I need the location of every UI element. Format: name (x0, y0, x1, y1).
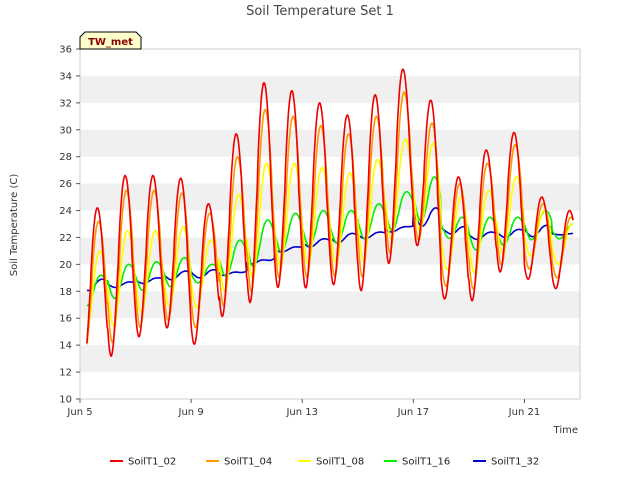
y-tick-label: 12 (59, 368, 72, 379)
y-tick-label: 26 (59, 179, 72, 190)
y-tick-label: 30 (59, 125, 72, 136)
plot-area (79, 48, 581, 400)
station-badge: TW_met (79, 31, 142, 50)
x-tick-label: Jun 9 (178, 407, 204, 418)
x-axis-ticks: Jun 5 Jun 9 Jun 13 Jun 17 Jun 21 (66, 399, 540, 418)
series-layer (86, 68, 574, 357)
station-badge-shape (79, 31, 142, 50)
grid-band (80, 183, 580, 211)
y-tick-label: 28 (59, 152, 72, 163)
y-tick-label: 14 (59, 341, 72, 352)
chart-title: Soil Temperature Set 1 (246, 4, 394, 19)
y-tick-label: 24 (59, 206, 72, 217)
y-tick-label: 22 (59, 233, 72, 244)
y-tick-label: 20 (59, 260, 72, 271)
legend-label: SoilT1_08 (316, 457, 364, 468)
station-badge-label: TW_met (88, 37, 133, 48)
legend-label: SoilT1_04 (224, 457, 272, 468)
x-tick-label: Jun 17 (397, 407, 430, 418)
legend-label: SoilT1_02 (128, 457, 176, 468)
x-tick-label: Jun 21 (508, 407, 541, 418)
y-tick-label: 34 (59, 71, 72, 82)
legend: SoilT1_02 SoilT1_04 SoilT1_08 SoilT1_16 Soil… (110, 457, 539, 468)
grid-band (80, 129, 580, 157)
grid-band (80, 291, 580, 319)
series-line-soilt1-02 (86, 68, 574, 357)
y-tick-label: 32 (59, 98, 72, 109)
y-axis-label: Soil Temperature (C) (9, 174, 20, 277)
y-tick-label: 18 (59, 287, 72, 298)
grid-band (80, 345, 580, 373)
x-tick-label: Jun 5 (66, 407, 92, 418)
y-tick-label: 16 (59, 314, 72, 325)
x-axis-label: Time (553, 425, 578, 436)
legend-label: SoilT1_16 (402, 457, 450, 468)
y-axis-ticks: 10 12 14 16 18 20 22 24 26 28 30 32 34 36 (59, 45, 80, 406)
legend-label: SoilT1_32 (491, 457, 539, 468)
x-tick-label: Jun 13 (285, 407, 318, 418)
grid-band (80, 75, 580, 103)
y-tick-label: 36 (59, 45, 72, 56)
y-tick-label: 10 (59, 395, 72, 406)
